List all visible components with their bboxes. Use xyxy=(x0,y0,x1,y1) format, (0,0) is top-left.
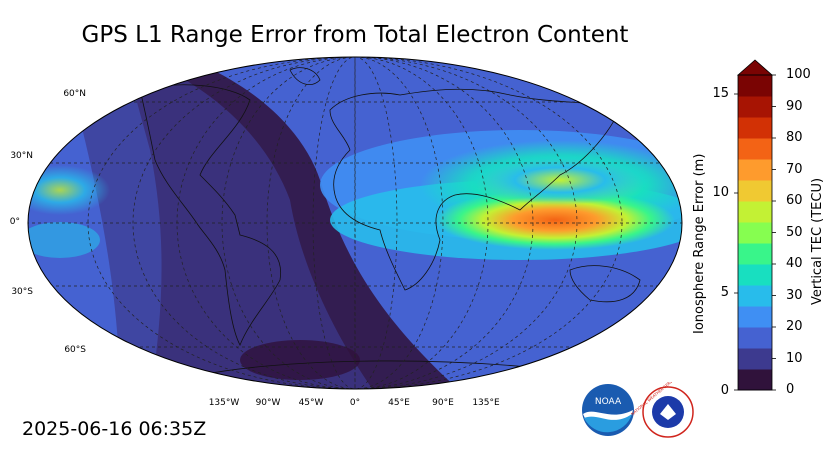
cb-right-tick-label: 0 xyxy=(786,382,795,397)
cb-right-tick-label: 70 xyxy=(786,161,803,177)
lat-label-60s: 60°S xyxy=(64,345,86,355)
cb-right-tick-label: 30 xyxy=(786,287,803,303)
lat-label-30s: 30°S xyxy=(11,287,33,297)
cb-left-tick-0: 0 xyxy=(720,383,729,398)
globe-outline xyxy=(27,56,683,390)
cb-left-tick-15: 15 xyxy=(712,86,729,101)
cb-right-tick-label: 20 xyxy=(786,319,803,334)
lon-label-0: 0° xyxy=(349,398,361,408)
lon-label-135e: 135°E xyxy=(472,398,500,408)
cb-left-tick-5: 5 xyxy=(720,285,729,300)
cb-right-axis-title: Vertical TEC (TECU) xyxy=(810,177,825,305)
cb-right-tick-label: 40 xyxy=(786,256,803,271)
noaa-text: NOAA xyxy=(595,397,622,407)
lon-label-45e: 45°E xyxy=(388,398,410,408)
cb-left-axis-title: Ionosphere Range Error (m) xyxy=(692,153,707,334)
tec-field xyxy=(28,57,682,389)
valid-time: 2025-06-16 06:35Z xyxy=(22,418,207,440)
lat-label-30n: 30°N xyxy=(10,151,33,161)
chart-title: GPS L1 Range Error from Total Electron C… xyxy=(81,22,629,48)
lon-label-135w: 135°W xyxy=(208,398,240,408)
cb-right-tick-label: 100 xyxy=(786,67,811,82)
lon-label-90w: 90°W xyxy=(255,398,281,408)
lon-label-90e: 90°E xyxy=(432,398,454,408)
cb-right-tick-label: 60 xyxy=(786,193,803,208)
cb-right-tick-label: 80 xyxy=(786,130,803,145)
nws-logo: NATIONAL WEATHER SERVICE xyxy=(630,382,694,438)
noaa-logo: NOAA xyxy=(582,384,634,436)
cb-left-tick-10: 10 xyxy=(712,185,729,200)
lon-label-45w: 45°W xyxy=(298,398,324,408)
cb-right-tick-label: 10 xyxy=(786,350,803,366)
lat-label-0: 0° xyxy=(9,217,20,227)
agency-logos: NOAA NATIONAL WEATHER SERVICE xyxy=(582,382,694,438)
cb-right-tick-label: 50 xyxy=(786,224,803,240)
lat-label-60n: 60°N xyxy=(63,89,86,99)
coastlines xyxy=(139,67,641,376)
cb-right-tick-label: 90 xyxy=(786,98,803,114)
